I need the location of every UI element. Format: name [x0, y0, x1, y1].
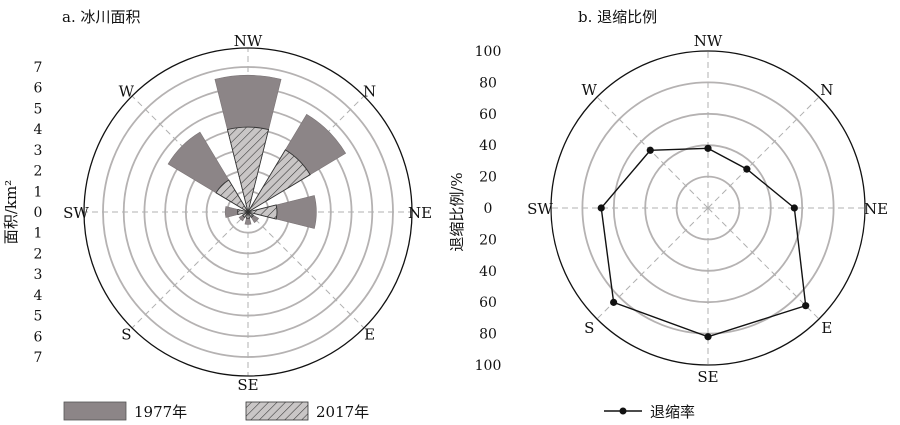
- grid-spoke-3: [707, 207, 820, 320]
- point-retreat-nw: [704, 144, 712, 152]
- tick-down-2: 2: [34, 246, 43, 262]
- panel-b-radial-ticks: 0 20 20 40 40 60 60 80 80 100 100: [475, 44, 502, 374]
- bar-2017年-se: [245, 211, 251, 219]
- panel-b-retreat-ratio: b. 退缩比例 退缩比例/% 0 20 20 40 40 60 60 80 80 100 100 N…: [448, 8, 888, 386]
- direction-label-nw: NW: [694, 32, 723, 50]
- panel-a-bars: [167, 75, 347, 229]
- tick-up-80: 80: [479, 75, 497, 91]
- tick-up-2: 2: [34, 164, 43, 180]
- grid-spoke-3: [247, 211, 365, 329]
- bar-2017年-e: [247, 211, 254, 218]
- point-retreat-w: [646, 146, 654, 154]
- direction-label-ne: NE: [408, 204, 432, 222]
- tick-up-6: 6: [34, 81, 43, 97]
- bar-2017年-s: [242, 211, 249, 218]
- direction-label-w: W: [119, 82, 135, 100]
- direction-label-s: S: [584, 319, 594, 337]
- tick-up-4: 4: [34, 122, 43, 138]
- tick-down-100: 100: [475, 358, 502, 374]
- direction-label-n: N: [363, 82, 376, 100]
- tick-down-6: 6: [34, 329, 43, 345]
- bar-1977年-ne: [247, 195, 317, 229]
- direction-label-nw: NW: [234, 32, 263, 50]
- tick-up-20: 20: [479, 170, 497, 186]
- tick-down-40: 40: [479, 264, 497, 280]
- tick-up-100: 100: [475, 44, 502, 60]
- point-retreat-se: [704, 333, 712, 341]
- outer-circle: [83, 47, 413, 377]
- point-retreat-sw: [597, 204, 605, 212]
- tick-up-60: 60: [479, 107, 497, 123]
- grid-spoke-7: [596, 96, 709, 209]
- panel-b-line: [597, 144, 810, 341]
- tick-up-5: 5: [34, 101, 43, 117]
- panel-b-direction-labels: NW N NE E SE S SW W: [527, 32, 888, 386]
- tick-up-0: 0: [484, 201, 493, 217]
- tick-down-80: 80: [479, 327, 497, 343]
- direction-label-s: S: [121, 326, 131, 344]
- legend-label-retreat: 退缩率: [650, 403, 695, 421]
- direction-label-w: W: [581, 81, 597, 99]
- legend-label-2017: 2017年: [316, 403, 369, 421]
- grid-spoke-5: [131, 211, 249, 329]
- direction-label-sw: SW: [63, 204, 89, 222]
- outer-circle: [550, 50, 866, 366]
- bar-2017年-ne: [247, 204, 278, 220]
- direction-label-n: N: [820, 81, 833, 99]
- direction-label-e: E: [821, 319, 832, 337]
- panel-a-radial-ticks: 0 1 1 2 2 3 3 4 4 5 5 6 6 7 7: [34, 60, 43, 366]
- panel-a-title: a. 冰川面积: [62, 8, 140, 26]
- panel-a-direction-labels: NW N NE E SE S SW W: [63, 32, 432, 394]
- tick-up-40: 40: [479, 138, 497, 154]
- bar-1977年-sw: [224, 206, 249, 218]
- tick-down-3: 3: [34, 267, 43, 283]
- tick-down-7: 7: [34, 350, 43, 366]
- bar-2017年-nw: [226, 126, 270, 213]
- point-retreat-e: [802, 302, 810, 310]
- tick-down-20: 20: [479, 232, 497, 248]
- bar-2017年-w: [215, 179, 249, 213]
- panel-a-y-axis-label: 面积/km²: [2, 180, 20, 244]
- point-retreat-n: [743, 165, 751, 173]
- legend-marker-retreat: [619, 407, 627, 415]
- legend-swatch-1977: [63, 401, 127, 421]
- point-retreat-s: [610, 298, 618, 306]
- bar-2017年-sw: [237, 208, 249, 216]
- tick-down-60: 60: [479, 295, 497, 311]
- direction-label-se: SE: [237, 376, 258, 394]
- direction-label-se: SE: [697, 368, 718, 386]
- tick-up-3: 3: [34, 143, 43, 159]
- legend-swatch-2017: [245, 401, 309, 421]
- tick-up-7: 7: [34, 60, 43, 76]
- grid-spoke-1: [707, 96, 820, 209]
- panel-a-glacier-area: a. 冰川面积 面积/km² 0 1 1 2 2 3 3 4 4 5 5 6 6 7 7 NW N NE E SE S…: [2, 8, 432, 394]
- legend: 1977年 2017年 退缩率: [63, 401, 695, 421]
- tick-down-4: 4: [34, 288, 43, 304]
- bar-2017年-n: [247, 149, 311, 213]
- legend-label-1977: 1977年: [134, 403, 187, 421]
- point-retreat-ne: [790, 204, 798, 212]
- direction-label-sw: SW: [527, 200, 553, 218]
- tick-up-1: 1: [34, 184, 43, 200]
- tick-down-1: 1: [34, 226, 43, 242]
- direction-label-e: E: [364, 326, 375, 344]
- panel-b-title: b. 退缩比例: [578, 8, 657, 26]
- tick-down-5: 5: [34, 309, 43, 325]
- panel-b-y-axis-label: 退缩比例/%: [448, 172, 466, 251]
- tick-up-0: 0: [34, 205, 43, 221]
- direction-label-ne: NE: [864, 200, 888, 218]
